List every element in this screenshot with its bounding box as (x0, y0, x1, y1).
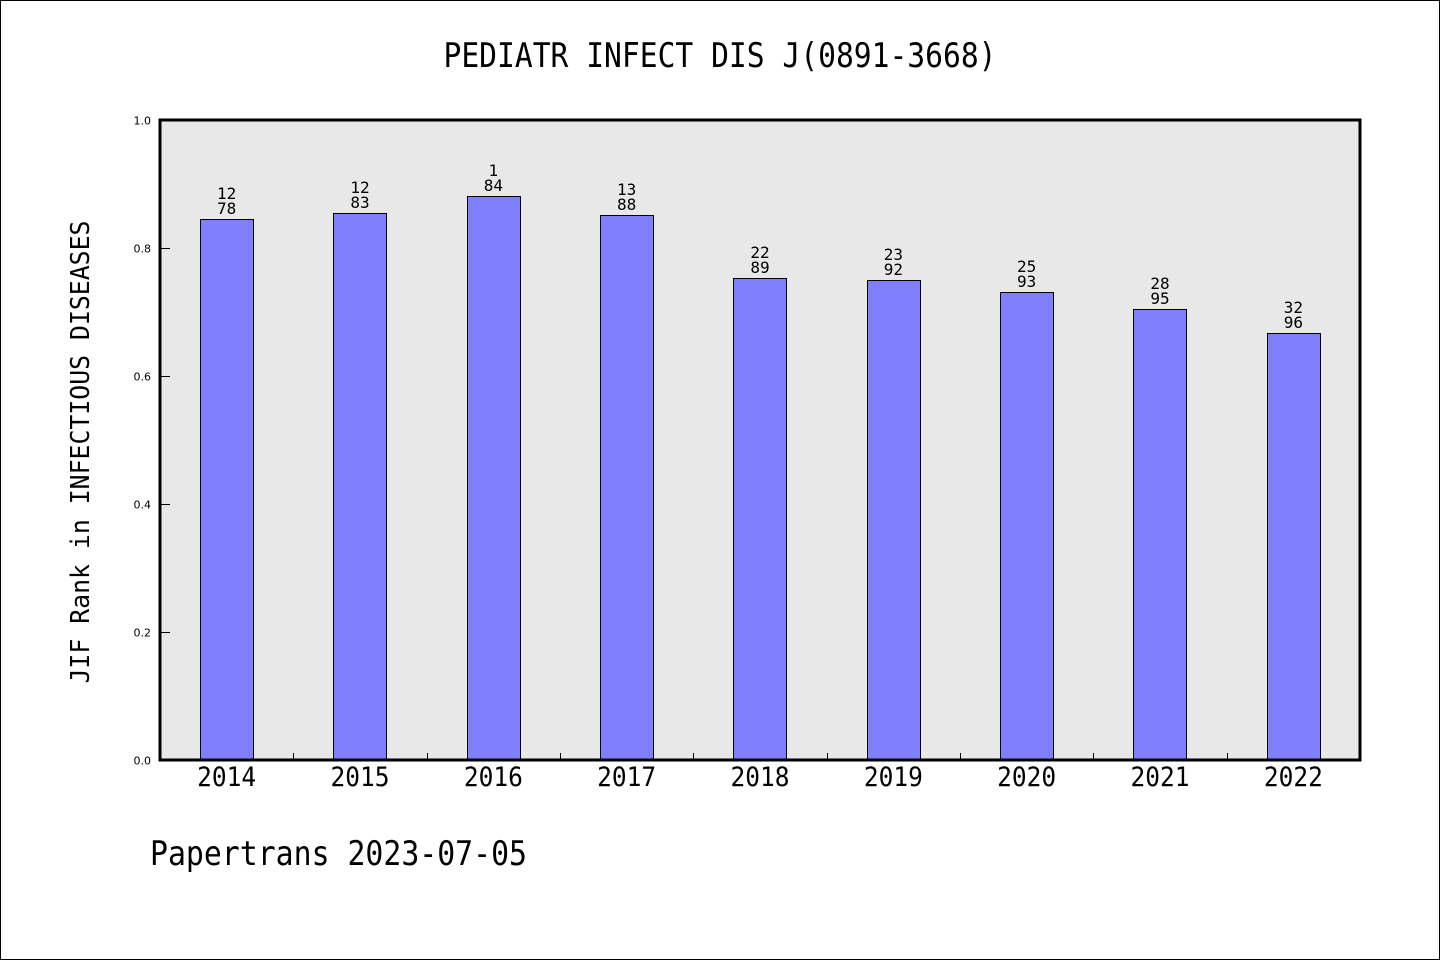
x-tick-label-2020: 2020 (997, 762, 1056, 793)
data-label-rank-2020: 25 (1017, 257, 1036, 276)
data-label-rank-2021: 28 (1150, 274, 1169, 293)
x-tick-label-2019: 2019 (864, 762, 923, 793)
bars-group (200, 196, 1321, 761)
data-label-rank-2022: 32 (1284, 298, 1303, 317)
y-tick-label: 0.8 (134, 243, 152, 256)
bar-2016 (467, 196, 521, 761)
x-tick-label-2018: 2018 (731, 762, 790, 793)
data-label-rank-2014: 12 (217, 184, 236, 203)
x-tick-label-2022: 2022 (1264, 762, 1323, 793)
data-label-total-2021: 95 (1150, 289, 1169, 308)
bar-2018 (733, 278, 787, 761)
bar-2019 (867, 280, 921, 761)
data-label-total-2016: 84 (484, 176, 503, 195)
data-label-rank-2019: 23 (884, 245, 903, 264)
y-tick-label: 0.6 (134, 371, 152, 384)
x-tick-label-2014: 2014 (197, 762, 256, 793)
y-tick-label: 0.2 (134, 627, 152, 640)
x-tick-label-2017: 2017 (597, 762, 656, 793)
data-label-rank-2018: 22 (750, 243, 769, 262)
bar-2020 (1000, 292, 1054, 761)
chart-title: PEDIATR INFECT DIS J(0891-3668) (444, 36, 997, 76)
x-tick-label-2021: 2021 (1131, 762, 1190, 793)
y-tick-label: 0.0 (134, 755, 152, 768)
bar-2021 (1133, 309, 1187, 761)
data-label-rank-2017: 13 (617, 180, 636, 199)
data-label-total-2020: 93 (1017, 272, 1036, 291)
data-label-total-2018: 89 (750, 258, 769, 277)
data-label-total-2022: 96 (1284, 313, 1303, 332)
y-axis-ticks-group: 0.0 0.2 0.4 0.6 0.8 1.0 (134, 115, 170, 768)
data-label-rank-2016: 1 (489, 161, 499, 180)
bar-2014 (200, 219, 254, 761)
x-tick-label-2015: 2015 (331, 762, 390, 793)
bar-2015 (333, 213, 387, 761)
data-label-total-2014: 78 (217, 199, 236, 218)
data-label-total-2015: 83 (350, 193, 369, 212)
y-axis-label: JIF Rank in INFECTIOUS DISEASES (66, 221, 96, 684)
x-tick-labels-group: 2014 2015 2016 2017 2018 2019 2020 2021 2022 (197, 762, 1323, 793)
x-tick-label-2016: 2016 (464, 762, 523, 793)
data-label-total-2019: 92 (884, 260, 903, 279)
data-label-total-2017: 88 (617, 195, 636, 214)
data-label-rank-2015: 12 (350, 178, 369, 197)
bar-2017 (600, 215, 654, 761)
plot-frame (158, 118, 1362, 762)
bar-2022 (1267, 333, 1321, 761)
footer-credit: Papertrans 2023-07-05 (150, 834, 527, 874)
y-tick-label: 0.4 (134, 499, 152, 512)
y-tick-label: 1.0 (134, 115, 152, 128)
